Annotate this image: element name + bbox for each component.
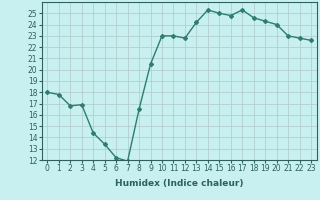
X-axis label: Humidex (Indice chaleur): Humidex (Indice chaleur) — [115, 179, 244, 188]
